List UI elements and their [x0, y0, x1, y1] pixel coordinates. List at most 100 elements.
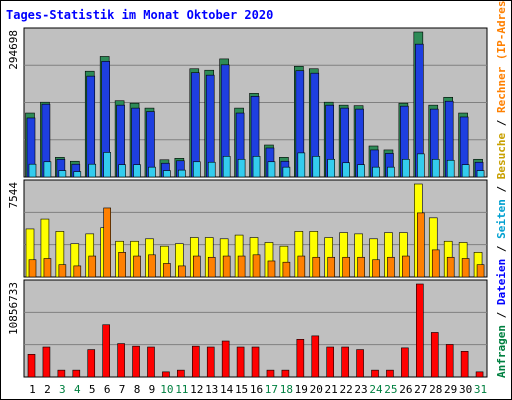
- bar-rechner-day-2: [43, 258, 52, 278]
- bar-kbf-day-19: [296, 339, 305, 378]
- day-label-25: 25: [384, 383, 397, 396]
- legend-segment: /: [495, 305, 508, 325]
- bar-kbf-day-14: [221, 340, 230, 378]
- day-label-18: 18: [280, 383, 293, 396]
- day-label-30: 30: [459, 383, 472, 396]
- bar-rechner-day-30: [461, 258, 470, 278]
- day-label-29: 29: [444, 383, 457, 396]
- bar-seiten-day-30: [461, 164, 470, 178]
- bar-kbf-day-15: [236, 346, 245, 378]
- bar-rechner-day-15: [237, 255, 246, 278]
- day-label-23: 23: [354, 383, 367, 396]
- bar-seiten-day-21: [327, 158, 336, 178]
- bar-seiten-day-7: [118, 164, 126, 178]
- bar-rechner-day-10: [163, 263, 171, 278]
- bar-seiten-day-5: [88, 163, 97, 178]
- legend-segment: Anfragen: [495, 325, 508, 378]
- day-label-13: 13: [205, 383, 218, 396]
- legend-segment: Rechner (IP-Adressen): [495, 0, 508, 113]
- bar-rechner-day-18: [282, 261, 291, 278]
- bar-seiten-day-25: [387, 166, 395, 178]
- bar-kbf-day-25: [386, 369, 394, 378]
- panel-kbytes: 10856733: [7, 279, 488, 378]
- day-label-8: 8: [134, 383, 141, 396]
- bar-seiten-day-9: [148, 166, 156, 178]
- bar-seiten-day-18: [282, 166, 291, 178]
- day-label-12: 12: [190, 383, 203, 396]
- day-label-22: 22: [339, 383, 352, 396]
- day-label-14: 14: [220, 383, 234, 396]
- legend-segment: /: [495, 239, 508, 259]
- bar-rechner-day-9: [148, 254, 156, 278]
- bar-rechner-day-3: [58, 264, 67, 278]
- legend-segment: /: [495, 113, 508, 133]
- bar-seiten-day-11: [178, 169, 186, 178]
- bar-dateien-day-13: [205, 74, 215, 178]
- bar-rechner-day-26: [402, 255, 410, 278]
- bar-seiten-day-23: [357, 164, 365, 178]
- bar-seiten-day-13: [207, 161, 216, 178]
- bar-kbf-day-20: [311, 335, 320, 378]
- bar-seiten-day-22: [342, 162, 350, 178]
- bar-kbf-day-10: [162, 371, 170, 378]
- y-max-label: 294698: [7, 30, 20, 70]
- bar-seiten-day-1: [28, 163, 37, 178]
- bar-kbf-day-5: [87, 349, 96, 378]
- day-label-28: 28: [429, 383, 442, 396]
- bar-seiten-day-14: [222, 156, 231, 178]
- chart-panels: 294698 7544 10856733: [7, 27, 488, 378]
- bar-kbf-day-4: [72, 369, 81, 378]
- day-axis-labels: 1 2 3 4 5 6 7 8 9 10 11 12 13 14 15 16 17 18 19 20 21 22 23 24 2…: [29, 383, 487, 396]
- bar-seiten-day-19: [297, 152, 306, 178]
- bar-kbf-day-31: [475, 371, 484, 378]
- bar-kbf-day-26: [401, 347, 409, 378]
- bar-kbf-day-6: [102, 324, 110, 378]
- bar-seiten-day-2: [43, 161, 52, 178]
- bar-seiten-day-4: [73, 171, 82, 178]
- chart-title: Tages-Statistik im Monat Oktober 2020: [6, 8, 273, 22]
- day-label-4: 4: [74, 383, 81, 396]
- bar-kbf-day-21: [326, 346, 335, 378]
- bar-rechner-day-19: [297, 255, 306, 278]
- bar-rechner-day-5: [88, 255, 97, 278]
- bar-rechner-day-27: [417, 212, 425, 278]
- legend-segment: Seiten: [495, 199, 508, 239]
- panel-hits-files-pages: 294698: [7, 27, 488, 178]
- legend-segment: /: [495, 179, 508, 199]
- day-label-7: 7: [119, 383, 126, 396]
- bar-rechner-day-23: [357, 256, 365, 278]
- day-label-6: 6: [104, 383, 111, 396]
- day-label-17: 17: [265, 383, 278, 396]
- y-max-label: 7544: [7, 182, 20, 209]
- bar-rechner-day-21: [327, 256, 336, 278]
- bar-kbf-day-28: [430, 332, 439, 378]
- bar-seiten-day-24: [372, 166, 380, 178]
- bar-kbf-day-22: [341, 346, 349, 378]
- day-label-20: 20: [310, 383, 323, 396]
- bar-rechner-day-31: [476, 264, 485, 278]
- day-label-5: 5: [89, 383, 96, 396]
- day-label-15: 15: [235, 383, 248, 396]
- bar-seiten-day-16: [252, 156, 261, 178]
- bar-rechner-day-8: [133, 255, 141, 278]
- y-max-label: 10856733: [7, 282, 20, 335]
- day-label-2: 2: [44, 383, 51, 396]
- bar-kbf-day-16: [251, 346, 260, 378]
- day-label-19: 19: [295, 383, 308, 396]
- bar-kbf-day-23: [356, 349, 364, 378]
- right-legend: Anfragen / Dateien / Seiten / Besuche / …: [495, 0, 508, 378]
- day-label-27: 27: [414, 383, 427, 396]
- bar-seiten-day-26: [402, 158, 410, 178]
- bar-kbf-day-9: [147, 346, 155, 378]
- bar-seiten-day-8: [133, 164, 141, 178]
- bar-seiten-day-29: [446, 159, 455, 178]
- bar-seiten-day-17: [267, 161, 276, 178]
- bar-rechner-day-1: [28, 259, 37, 278]
- bar-kbf-day-29: [445, 344, 454, 378]
- day-label-11: 11: [175, 383, 188, 396]
- bar-kbf-day-3: [57, 369, 66, 378]
- bar-kbf-day-2: [42, 346, 51, 378]
- bar-seiten-day-20: [312, 156, 321, 178]
- bar-rechner-day-16: [252, 254, 261, 278]
